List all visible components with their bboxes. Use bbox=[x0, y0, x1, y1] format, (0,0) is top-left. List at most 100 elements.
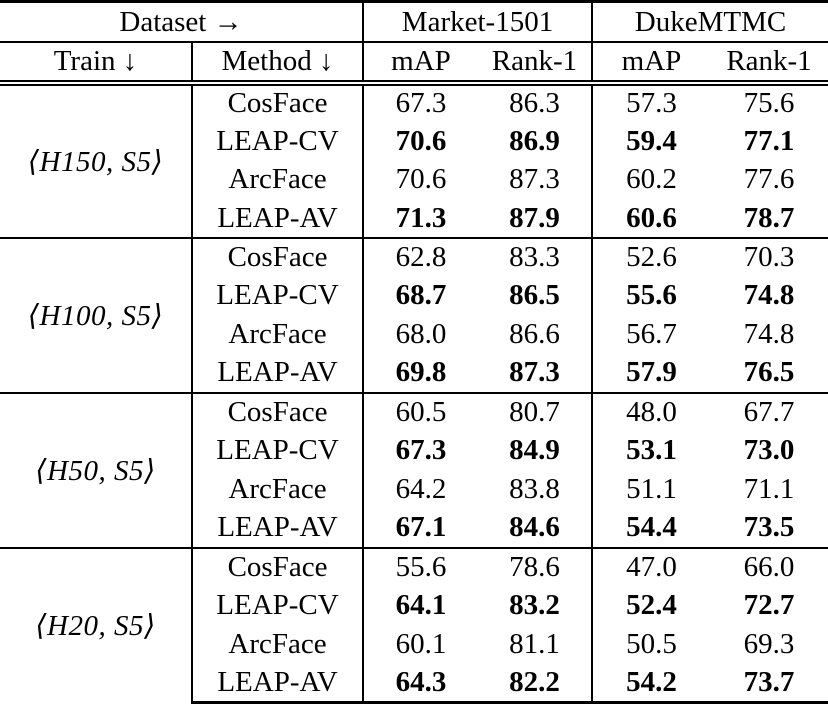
market-rank1-value: 84.6 bbox=[509, 511, 560, 544]
method-cell: LEAP-AV bbox=[191, 663, 363, 704]
market-rank1-value: 87.9 bbox=[509, 201, 560, 234]
duke-rank1-header: Rank-1 bbox=[710, 42, 828, 87]
method-header: Method ↓ bbox=[191, 42, 363, 87]
duke-rank1-value: 72.7 bbox=[743, 589, 795, 622]
table-row: ArcFace 64.2 83.8 51.1 71.1 bbox=[0, 470, 828, 509]
market-map-value: 71.3 bbox=[362, 199, 478, 238]
method-cell: LEAP-CV bbox=[191, 121, 363, 161]
duke-rank1-value: 70.3 bbox=[710, 236, 828, 277]
duke-map-value: 47.0 bbox=[591, 546, 710, 587]
duke-map-value: 52.4 bbox=[591, 586, 710, 625]
method-cell: CosFace bbox=[191, 83, 363, 122]
market-map-value: 60.5 bbox=[362, 391, 478, 432]
method-cell: ArcFace bbox=[191, 624, 363, 664]
table-row: ⟨H20, S5⟩ CosFace 55.6 78.6 47.0 66.0 bbox=[0, 546, 828, 703]
market-rank1-value: 87.3 bbox=[509, 163, 560, 196]
method-cell: LEAP-CV bbox=[191, 276, 363, 316]
duke-rank1-value: 77.6 bbox=[743, 163, 795, 196]
train-setting-cell: ⟨H150, S5⟩ bbox=[27, 146, 164, 178]
market-rank1-value: 83.2 bbox=[509, 589, 560, 622]
market-map-value: 64.1 bbox=[362, 586, 478, 625]
market-rank1-value: 83.8 bbox=[509, 472, 560, 505]
duke-map-value: 55.6 bbox=[591, 276, 710, 316]
market-rank1-header: Rank-1 bbox=[478, 42, 592, 87]
duke-rank1-value: 73.0 bbox=[743, 434, 795, 467]
duke-map-value: 56.7 bbox=[591, 315, 710, 355]
table-row: LEAP-CV 67.3 84.9 53.1 73.0 bbox=[0, 431, 828, 471]
duke-rank1-value: 71.1 bbox=[743, 472, 795, 505]
market-map-value: 64.3 bbox=[362, 663, 478, 704]
table-row: ⟨H50, S5⟩ CosFace 60.5 80.7 48.0 67.7 bbox=[0, 391, 828, 548]
table-row: LEAP-AV 64.3 82.2 54.2 73.7 bbox=[0, 663, 828, 704]
market-rank1-value: 86.9 bbox=[509, 124, 560, 157]
market-rank1-value: 86.6 bbox=[509, 318, 560, 351]
duke-map-value: 59.4 bbox=[591, 121, 710, 161]
market-1501-header: Market-1501 bbox=[362, 0, 592, 44]
table-row: LEAP-AV 67.1 84.6 54.4 73.5 bbox=[0, 508, 828, 548]
table-row: LEAP-CV 68.7 86.5 55.6 74.8 bbox=[0, 276, 828, 316]
market-map-value: 70.6 bbox=[362, 121, 478, 161]
market-map-value: 70.6 bbox=[362, 160, 478, 200]
duke-rank1-value: 77.1 bbox=[743, 124, 795, 157]
table-row: ArcFace 60.1 81.1 50.5 69.3 bbox=[0, 624, 828, 664]
duke-rank1-value: 78.7 bbox=[743, 201, 795, 234]
market-map-value: 67.1 bbox=[362, 508, 478, 548]
market-rank1-value: 84.9 bbox=[509, 434, 560, 467]
method-cell: CosFace bbox=[191, 391, 363, 432]
method-cell: ArcFace bbox=[191, 160, 363, 200]
method-cell: LEAP-AV bbox=[191, 199, 363, 238]
duke-map-value: 50.5 bbox=[591, 624, 710, 664]
duke-rank1-value: 76.5 bbox=[743, 356, 795, 389]
table-row: LEAP-AV 71.3 87.9 60.6 78.7 bbox=[0, 199, 828, 238]
market-rank1-value: 83.3 bbox=[478, 236, 592, 277]
table-row: ⟨H150, S5⟩ CosFace 67.3 86.3 57.3 75.6 bbox=[0, 83, 828, 178]
duke-map-value: 60.6 bbox=[591, 199, 710, 238]
duke-rank1-value: 73.7 bbox=[710, 663, 828, 704]
duke-rank1-value: 74.8 bbox=[743, 279, 795, 312]
duke-map-value: 57.3 bbox=[591, 83, 710, 122]
method-cell: LEAP-AV bbox=[191, 354, 363, 393]
table-row: LEAP-AV 69.8 87.3 57.9 76.5 bbox=[0, 354, 828, 393]
table-row: ArcFace 70.6 87.3 60.2 77.6 bbox=[0, 160, 828, 200]
duke-rank1-value: 75.6 bbox=[743, 87, 795, 120]
market-map-value: 68.0 bbox=[362, 315, 478, 355]
header-row-metrics: Train ↓ Method ↓ mAP Rank-1 mAP Rank-1 bbox=[0, 42, 828, 87]
market-map-value: 69.8 bbox=[362, 354, 478, 393]
method-cell: LEAP-CV bbox=[191, 431, 363, 471]
duke-map-value: 54.2 bbox=[591, 663, 710, 704]
method-cell: CosFace bbox=[191, 546, 363, 587]
dukemtmc-header: DukeMTMC bbox=[590, 0, 828, 44]
table-row: ⟨H100, S5⟩ CosFace 62.8 83.3 52.6 70.3 bbox=[0, 236, 828, 393]
market-rank1-value: 86.5 bbox=[509, 279, 560, 312]
dataset-header: Dataset → bbox=[0, 0, 363, 44]
header-row-dataset: Dataset → Market-1501 DukeMTMC bbox=[0, 0, 828, 44]
duke-map-value: 53.1 bbox=[591, 431, 710, 471]
table-row: LEAP-CV 64.1 83.2 52.4 72.7 bbox=[0, 586, 828, 625]
method-cell: CosFace bbox=[191, 236, 363, 277]
market-map-value: 60.1 bbox=[362, 624, 478, 664]
market-map-value: 68.7 bbox=[362, 276, 478, 316]
duke-map-value: 51.1 bbox=[591, 470, 710, 509]
duke-rank1-value: 66.0 bbox=[710, 546, 828, 587]
train-setting-cell: ⟨H100, S5⟩ bbox=[0, 236, 192, 393]
method-cell: LEAP-CV bbox=[191, 586, 363, 625]
market-map-value: 67.3 bbox=[362, 83, 478, 122]
market-rank1-value: 80.7 bbox=[478, 391, 592, 432]
table-row: LEAP-CV 70.6 86.9 59.4 77.1 bbox=[0, 121, 828, 161]
train-header: Train ↓ bbox=[0, 42, 192, 87]
market-rank1-value: 87.3 bbox=[509, 356, 560, 389]
duke-rank1-value: 67.7 bbox=[710, 391, 828, 432]
duke-map-value: 48.0 bbox=[591, 391, 710, 432]
duke-map-value: 54.4 bbox=[591, 508, 710, 548]
market-rank1-value: 78.6 bbox=[478, 546, 592, 587]
market-map-value: 67.3 bbox=[362, 431, 478, 471]
train-setting-cell: ⟨H50, S5⟩ bbox=[0, 391, 192, 548]
market-map-value: 62.8 bbox=[362, 236, 478, 277]
train-setting-cell: ⟨H20, S5⟩ bbox=[0, 546, 192, 703]
method-cell: LEAP-AV bbox=[191, 508, 363, 548]
market-map-value: 55.6 bbox=[362, 546, 478, 587]
duke-rank1-value: 73.5 bbox=[743, 511, 795, 544]
method-cell: ArcFace bbox=[191, 315, 363, 355]
duke-map-value: 60.2 bbox=[591, 160, 710, 200]
